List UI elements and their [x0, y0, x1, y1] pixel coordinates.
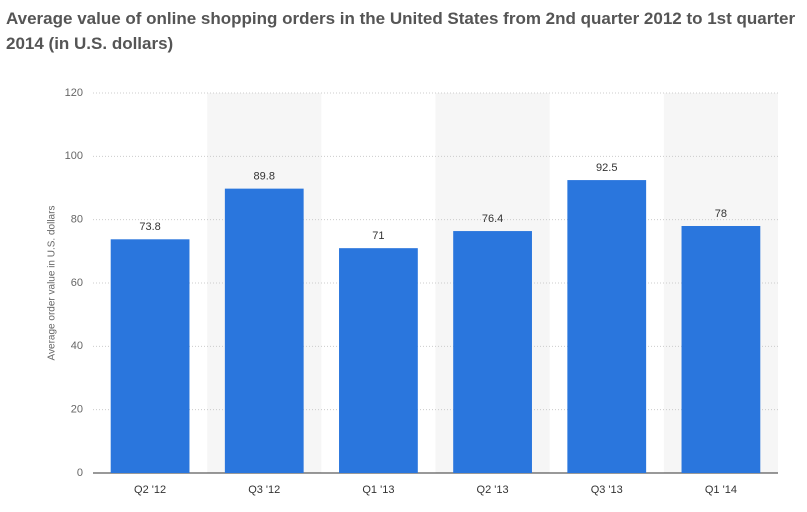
bar — [110, 239, 190, 473]
value-label: 71 — [372, 230, 384, 242]
y-tick-label: 20 — [71, 404, 83, 416]
x-tick-label: Q2 '12 — [134, 484, 166, 496]
value-label: 73.8 — [139, 221, 160, 233]
bar — [567, 180, 647, 474]
value-label: 76.4 — [482, 213, 503, 225]
x-tick-label: Q2 '13 — [477, 484, 509, 496]
bar — [339, 248, 418, 473]
y-axis-label: Average order value in U.S. dollars — [47, 206, 58, 361]
y-tick-label: 120 — [65, 87, 83, 99]
x-tick-label: Q1 '13 — [362, 484, 394, 496]
x-tick-label: Q3 '13 — [591, 484, 623, 496]
x-tick-label: Q3 '12 — [248, 484, 280, 496]
y-tick-label: 80 — [71, 214, 83, 226]
bar — [224, 188, 304, 473]
y-tick-label: 100 — [65, 150, 83, 162]
bar — [453, 231, 532, 473]
bar — [681, 226, 761, 473]
y-tick-label: 0 — [77, 467, 83, 479]
value-label: 78 — [715, 208, 727, 220]
value-label: 89.8 — [254, 171, 275, 183]
y-tick-label: 60 — [71, 277, 83, 289]
chart-title: Average value of online shopping orders … — [6, 9, 796, 53]
x-tick-label: Q1 '14 — [705, 484, 737, 496]
value-label: 92.5 — [596, 162, 617, 174]
y-tick-label: 40 — [71, 340, 83, 352]
